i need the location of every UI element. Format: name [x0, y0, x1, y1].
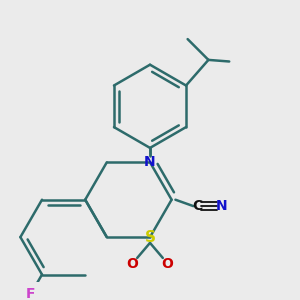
Text: O: O: [162, 257, 173, 271]
Text: N: N: [144, 155, 156, 169]
Text: F: F: [26, 287, 35, 300]
Text: C: C: [192, 199, 202, 213]
Text: O: O: [127, 257, 138, 271]
Text: N: N: [215, 199, 227, 213]
Text: S: S: [145, 230, 155, 244]
